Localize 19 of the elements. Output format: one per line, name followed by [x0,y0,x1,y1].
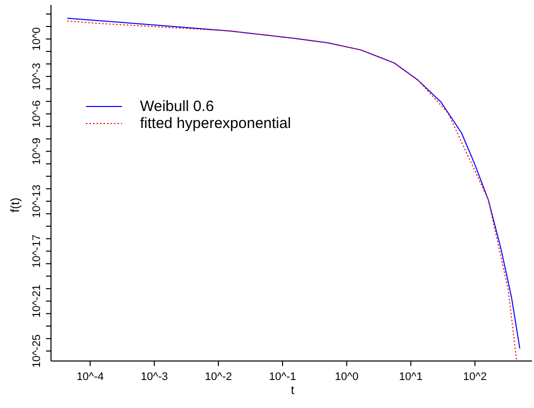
y-tick-label: 10^-25 [31,334,43,368]
y-tick-label: 10^-17 [31,234,43,268]
x-axis-title: t [290,383,296,397]
y-tick-label: 10^0 [31,27,43,51]
y-tick-label: 10^-3 [31,62,43,90]
legend-label: Weibull 0.6 [140,98,214,115]
y-axis-title: f(t) [8,198,22,212]
x-tick-label: 10^-2 [204,371,232,383]
x-tick-label: 10^1 [399,371,423,383]
y-tick-label: 10^-13 [31,184,43,218]
x-tick-label: 10^2 [463,371,487,383]
x-tick-label: 10^-1 [268,371,296,383]
x-tick-label: 10^0 [334,371,358,383]
legend-label: fitted hyperexponential [140,115,291,132]
y-tick-label: 10^-21 [31,284,43,318]
y-tick-label: 10^-9 [31,138,43,165]
x-tick-label: 10^-4 [76,371,104,383]
x-tick-label: 10^-3 [140,371,168,383]
y-tick-label: 10^-6 [31,100,43,128]
